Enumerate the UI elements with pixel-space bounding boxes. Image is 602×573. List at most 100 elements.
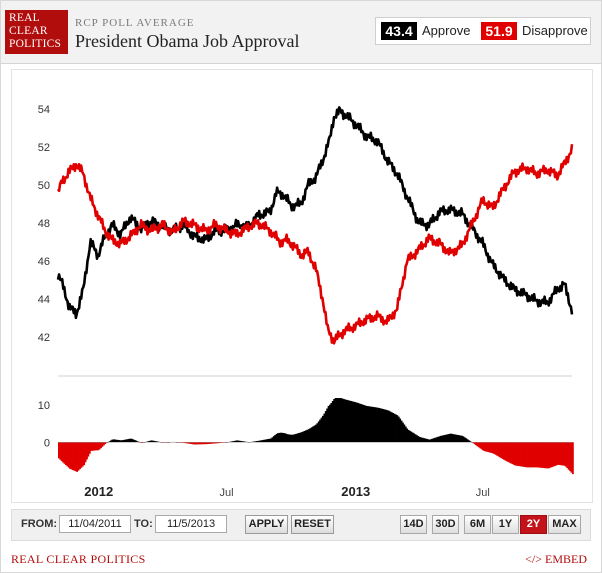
spread-bar <box>378 407 380 443</box>
spread-bar <box>514 442 517 466</box>
spread-bar <box>102 442 105 446</box>
spread-bar <box>449 433 452 443</box>
spread-bar <box>543 442 546 469</box>
approve-value-badge: 43.4 <box>381 22 417 40</box>
spread-bar <box>70 442 73 470</box>
spread-bar <box>531 442 534 468</box>
spread-bar <box>511 442 514 465</box>
spread-bar <box>416 435 418 443</box>
range-14d-button[interactable]: 14D <box>400 515 427 534</box>
spread-bar <box>150 440 153 443</box>
spread-area <box>58 398 574 475</box>
spread-bar <box>74 442 77 472</box>
spread-bar <box>372 406 375 443</box>
spread-bar <box>272 436 275 443</box>
spread-bar <box>455 434 458 443</box>
spread-bar <box>529 442 532 468</box>
spread-bar <box>406 428 409 443</box>
spread-bar <box>364 405 366 443</box>
spread-bar <box>518 442 521 467</box>
spread-bar <box>454 434 456 443</box>
spread-bar <box>208 442 211 444</box>
spread-bar <box>546 442 549 469</box>
spread-bar <box>469 441 472 443</box>
reset-button[interactable]: RESET <box>291 515 334 534</box>
spread-bar <box>131 438 133 443</box>
range-30d-button[interactable]: 30D <box>432 515 459 534</box>
spread-bar <box>483 442 486 452</box>
x-axis: 2012 Jul 2013 Jul <box>84 484 490 499</box>
chart-kicker: RCP POLL AVERAGE <box>75 17 195 29</box>
spread-bar <box>458 435 461 443</box>
range-max-button[interactable]: MAX <box>548 515 581 534</box>
spread-bar <box>239 440 241 443</box>
spread-bar <box>390 412 393 443</box>
spread-bar <box>525 442 528 468</box>
spread-bar <box>563 442 566 466</box>
spread-bar <box>149 440 152 443</box>
spread-bar <box>243 441 246 443</box>
footer-brand-link[interactable]: REAL CLEAR POLITICS <box>11 552 146 566</box>
spread-bar <box>324 411 327 443</box>
spread-bar <box>307 429 310 443</box>
y-tick-label: 46 <box>38 256 50 268</box>
spread-bar <box>218 442 220 444</box>
spread-bar <box>190 442 192 444</box>
spread-bar <box>434 437 437 443</box>
spread-bar <box>527 442 529 468</box>
spread-bar <box>445 434 448 443</box>
rcp-logo: REAL CLEAR POLITICS <box>5 10 68 54</box>
spread-bar <box>539 442 542 468</box>
spread-bar <box>386 410 389 443</box>
spread-bar <box>152 440 154 443</box>
spread-bar <box>202 442 205 445</box>
embed-link[interactable]: </> EMBED <box>525 552 587 566</box>
approve-legend-label: Approve <box>422 23 471 38</box>
spread-bar <box>337 398 340 443</box>
spread-bar <box>303 430 306 443</box>
spread-bar <box>550 442 553 468</box>
spread-bar <box>212 442 215 444</box>
spread-bar <box>476 442 479 447</box>
spread-bar <box>497 442 500 457</box>
spread-bar <box>327 405 330 443</box>
spread-bar <box>215 442 218 444</box>
spread-bar <box>115 439 118 443</box>
spread-bar <box>556 442 559 466</box>
from-date-input[interactable] <box>59 515 131 533</box>
spread-bar <box>198 442 201 445</box>
spread-bar <box>322 415 324 443</box>
spread-bar <box>156 441 159 443</box>
spread-bar <box>569 442 571 472</box>
spread-bar <box>268 438 271 443</box>
spread-bar <box>133 440 136 443</box>
chart-title: President Obama Job Approval <box>75 31 300 51</box>
spread-bar <box>496 442 498 456</box>
spread-bar <box>430 439 432 443</box>
to-date-input[interactable] <box>155 515 227 533</box>
spread-bar <box>352 401 355 443</box>
apply-button[interactable]: APPLY <box>245 515 288 534</box>
spread-bar <box>66 442 69 467</box>
spread-bar <box>300 432 303 443</box>
spread-bar <box>475 442 477 446</box>
spread-bar <box>256 441 258 443</box>
spread-bar <box>340 398 343 443</box>
spread-bar <box>77 442 80 471</box>
spread-bar <box>538 442 541 468</box>
spread-bar <box>366 406 369 443</box>
spread-bar <box>515 442 518 466</box>
spread-bar <box>557 442 560 465</box>
spread-bar <box>241 441 244 443</box>
spread-bar <box>452 434 455 443</box>
range-6m-button[interactable]: 6M <box>464 515 491 534</box>
spread-bar <box>350 400 352 443</box>
range-1y-button[interactable]: 1Y <box>492 515 519 534</box>
range-2y-button[interactable]: 2Y <box>520 515 547 534</box>
spread-bar <box>498 442 501 458</box>
spread-bar <box>306 429 309 443</box>
spread-bar <box>459 435 462 443</box>
spread-bar <box>108 441 111 443</box>
spread-bar <box>116 439 119 443</box>
